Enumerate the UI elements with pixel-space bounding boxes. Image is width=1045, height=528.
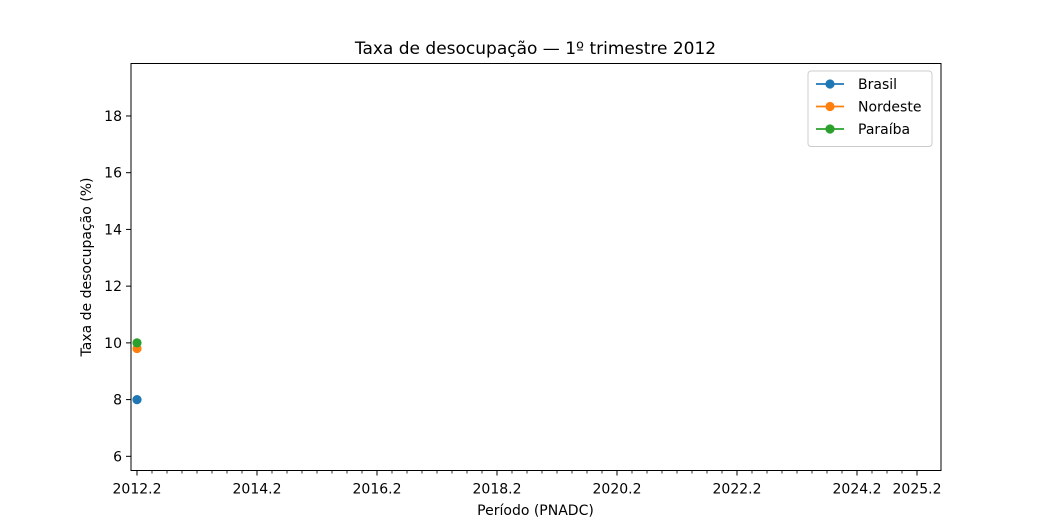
y-tick-label: 12 [104,279,122,295]
legend-box [807,70,933,147]
x-tick-label: 2018.2 [473,482,522,498]
legend-label: Paraíba [858,122,910,138]
y-tick-label: 14 [104,222,122,238]
y-axis-label: Taxa de desocupação (%) [79,178,95,358]
legend-label: Nordeste [858,100,921,116]
legend-swatch-marker [825,124,835,134]
legend-swatch-marker [825,101,835,112]
legend-swatch-marker [825,79,835,89]
y-tick-label: 16 [104,166,122,182]
x-tick-label: 2024.2 [833,482,882,498]
x-tick-label: 2014.2 [233,482,282,498]
legend: Brasil Nordeste Paraíba [807,70,933,147]
data-point-brasil [132,394,142,405]
y-axis: 6 8 10 12 14 16 18 [104,109,131,465]
y-tick-label: 6 [113,449,122,465]
y-tick-label: 8 [113,393,122,409]
series-layer [132,338,142,405]
plot-frame [130,63,942,471]
x-tick-label: 2022.2 [713,482,762,498]
y-tick-label: 10 [104,336,122,352]
x-tick-label: 2016.2 [353,482,402,498]
chart-title: Taxa de desocupação — 1º trimestre 2012 [354,39,716,59]
x-tick-label: 2025.2 [893,482,942,498]
x-tick-label: 2012.2 [113,482,162,498]
x-axis-label: Período (PNADC) [477,503,594,519]
legend-label: Brasil [858,77,897,93]
x-tick-label: 2020.2 [593,482,642,498]
data-point-paraiba [132,338,142,348]
y-tick-label: 18 [104,109,122,125]
x-axis: 2012.2 2014.2 2016.2 2018.2 2020.2 2022.2 2024… [113,470,942,498]
